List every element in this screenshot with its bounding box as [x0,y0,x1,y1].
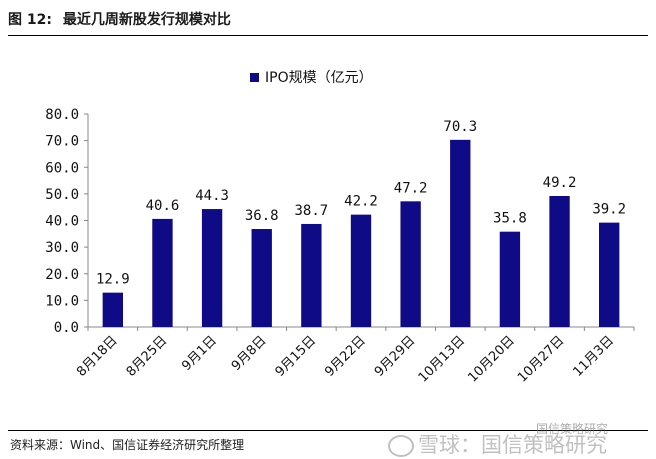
watermark-main: 雪球：国信策略研究 [388,429,607,459]
data-label: 12.9 [96,272,130,288]
y-tick-label: 50.0 [45,187,79,203]
header-rule [8,35,648,36]
bar [400,201,421,327]
bar [201,209,223,327]
watermark-small-text: 国信策略研究 [536,422,609,436]
bar [350,214,372,327]
bar [301,223,322,327]
data-label: 44.3 [195,188,229,204]
bar [251,229,272,327]
chart-legend: IPO规模（亿元） [250,66,373,88]
watermark: 国信策略研究 雪球：国信策略研究 [388,420,652,459]
snowball-logo-icon [388,435,414,457]
x-category-label: 10月20日 [465,333,517,385]
y-tick-label: 20.0 [45,267,79,283]
x-category-label: 8月18日 [74,333,121,380]
x-category-label: 9月15日 [273,333,320,380]
figure-title: 最近几周新股发行规模对比 [62,12,231,28]
x-category-label: 9月8日 [229,333,270,374]
legend-swatch [250,72,259,82]
y-tick-label: 80.0 [45,107,79,123]
figure-header: 图 12: 最近几周新股发行规模对比 [8,9,648,33]
bar [499,231,521,327]
y-tick-label: 30.0 [45,240,79,256]
legend-label: IPO规模（亿元） [265,70,373,86]
data-label: 70.3 [443,119,477,135]
x-category-label: 9月1日 [179,333,220,374]
data-label: 49.2 [543,175,577,191]
data-label: 42.2 [344,194,378,210]
data-label: 35.8 [493,211,527,227]
x-category-label: 10月13日 [416,333,468,385]
x-category-label: 9月22日 [322,333,369,380]
y-tick-label: 70.0 [45,134,79,150]
data-label: 38.7 [295,203,329,219]
y-tick-label: 40.0 [45,214,79,230]
bar [102,292,123,327]
x-category-label: 9月29日 [372,333,419,380]
y-tick-label: 0.0 [54,320,79,336]
footer-rule [8,430,648,431]
bar [450,139,471,327]
x-category-label: 8月25日 [124,333,171,380]
data-label: 36.8 [245,208,279,224]
figure-label: 图 12: [8,12,52,28]
watermark-main-text: 雪球：国信策略研究 [418,433,607,457]
bar [152,218,173,327]
data-label: 47.2 [394,180,428,196]
source-note: 资料来源：Wind、国信证券经济研究所整理 [10,438,245,452]
x-category-label: 10月27日 [515,333,567,385]
data-label: 40.6 [146,198,180,214]
x-category-label: 11月3日 [570,333,617,380]
y-tick-label: 60.0 [45,160,79,176]
bar [599,222,620,327]
y-tick-label: 10.0 [45,293,79,309]
data-label: 39.2 [592,202,626,218]
bar [549,196,570,327]
